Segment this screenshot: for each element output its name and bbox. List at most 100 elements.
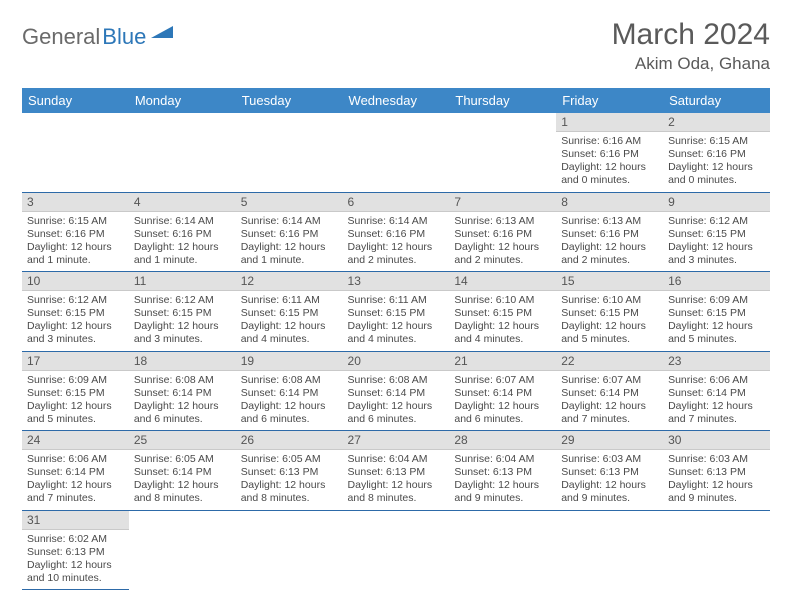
day-number: 14 [449,272,556,291]
day-number: 17 [22,352,129,371]
calendar-cell: 27Sunrise: 6:04 AMSunset: 6:13 PMDayligh… [343,431,450,511]
calendar-cell [449,113,556,192]
calendar-cell [556,510,663,590]
calendar-cell: 31Sunrise: 6:02 AMSunset: 6:13 PMDayligh… [22,510,129,590]
calendar-cell [22,113,129,192]
day-content: Sunrise: 6:06 AMSunset: 6:14 PMDaylight:… [22,450,129,510]
day-of-week-row: Sunday Monday Tuesday Wednesday Thursday… [22,88,770,113]
calendar-week-row: 17Sunrise: 6:09 AMSunset: 6:15 PMDayligh… [22,351,770,431]
day-number: 20 [343,352,450,371]
calendar-cell: 29Sunrise: 6:03 AMSunset: 6:13 PMDayligh… [556,431,663,511]
day-content: Sunrise: 6:02 AMSunset: 6:13 PMDaylight:… [22,530,129,590]
dow-wednesday: Wednesday [343,88,450,113]
day-number: 4 [129,193,236,212]
day-number: 10 [22,272,129,291]
day-number: 16 [663,272,770,291]
day-content: Sunrise: 6:03 AMSunset: 6:13 PMDaylight:… [556,450,663,510]
day-number: 22 [556,352,663,371]
day-content: Sunrise: 6:09 AMSunset: 6:15 PMDaylight:… [22,371,129,431]
calendar-cell: 10Sunrise: 6:12 AMSunset: 6:15 PMDayligh… [22,272,129,352]
day-content: Sunrise: 6:12 AMSunset: 6:15 PMDaylight:… [22,291,129,351]
day-content: Sunrise: 6:10 AMSunset: 6:15 PMDaylight:… [449,291,556,351]
calendar-cell: 16Sunrise: 6:09 AMSunset: 6:15 PMDayligh… [663,272,770,352]
calendar-cell: 30Sunrise: 6:03 AMSunset: 6:13 PMDayligh… [663,431,770,511]
day-content: Sunrise: 6:07 AMSunset: 6:14 PMDaylight:… [449,371,556,431]
day-number: 18 [129,352,236,371]
calendar-cell [236,113,343,192]
day-number: 24 [22,431,129,450]
day-number: 25 [129,431,236,450]
calendar-week-row: 31Sunrise: 6:02 AMSunset: 6:13 PMDayligh… [22,510,770,590]
day-number: 11 [129,272,236,291]
calendar-cell: 18Sunrise: 6:08 AMSunset: 6:14 PMDayligh… [129,351,236,431]
calendar-cell: 25Sunrise: 6:05 AMSunset: 6:14 PMDayligh… [129,431,236,511]
day-content: Sunrise: 6:04 AMSunset: 6:13 PMDaylight:… [449,450,556,510]
day-content: Sunrise: 6:08 AMSunset: 6:14 PMDaylight:… [236,371,343,431]
calendar-cell: 6Sunrise: 6:14 AMSunset: 6:16 PMDaylight… [343,192,450,272]
day-content: Sunrise: 6:04 AMSunset: 6:13 PMDaylight:… [343,450,450,510]
calendar-cell: 15Sunrise: 6:10 AMSunset: 6:15 PMDayligh… [556,272,663,352]
calendar-table: Sunday Monday Tuesday Wednesday Thursday… [22,88,770,590]
day-content: Sunrise: 6:13 AMSunset: 6:16 PMDaylight:… [556,212,663,272]
day-content: Sunrise: 6:15 AMSunset: 6:16 PMDaylight:… [22,212,129,272]
calendar-cell: 5Sunrise: 6:14 AMSunset: 6:16 PMDaylight… [236,192,343,272]
dow-tuesday: Tuesday [236,88,343,113]
day-content: Sunrise: 6:10 AMSunset: 6:15 PMDaylight:… [556,291,663,351]
day-content: Sunrise: 6:16 AMSunset: 6:16 PMDaylight:… [556,132,663,192]
day-content: Sunrise: 6:05 AMSunset: 6:14 PMDaylight:… [129,450,236,510]
calendar-cell: 17Sunrise: 6:09 AMSunset: 6:15 PMDayligh… [22,351,129,431]
calendar-cell: 28Sunrise: 6:04 AMSunset: 6:13 PMDayligh… [449,431,556,511]
day-content: Sunrise: 6:12 AMSunset: 6:15 PMDaylight:… [129,291,236,351]
day-number: 23 [663,352,770,371]
day-content: Sunrise: 6:11 AMSunset: 6:15 PMDaylight:… [236,291,343,351]
dow-monday: Monday [129,88,236,113]
calendar-cell: 12Sunrise: 6:11 AMSunset: 6:15 PMDayligh… [236,272,343,352]
calendar-cell [343,113,450,192]
calendar-body: 1Sunrise: 6:16 AMSunset: 6:16 PMDaylight… [22,113,770,590]
calendar-cell: 3Sunrise: 6:15 AMSunset: 6:16 PMDaylight… [22,192,129,272]
calendar-cell [343,510,450,590]
calendar-week-row: 24Sunrise: 6:06 AMSunset: 6:14 PMDayligh… [22,431,770,511]
logo-text-general: General [22,24,100,50]
dow-sunday: Sunday [22,88,129,113]
day-number: 29 [556,431,663,450]
day-number: 31 [22,511,129,530]
day-number: 27 [343,431,450,450]
day-content: Sunrise: 6:03 AMSunset: 6:13 PMDaylight:… [663,450,770,510]
logo: General Blue [22,24,173,50]
calendar-cell: 11Sunrise: 6:12 AMSunset: 6:15 PMDayligh… [129,272,236,352]
dow-friday: Friday [556,88,663,113]
calendar-cell: 20Sunrise: 6:08 AMSunset: 6:14 PMDayligh… [343,351,450,431]
day-number: 26 [236,431,343,450]
calendar-cell: 22Sunrise: 6:07 AMSunset: 6:14 PMDayligh… [556,351,663,431]
day-number: 21 [449,352,556,371]
day-number: 5 [236,193,343,212]
day-content: Sunrise: 6:12 AMSunset: 6:15 PMDaylight:… [663,212,770,272]
day-content: Sunrise: 6:13 AMSunset: 6:16 PMDaylight:… [449,212,556,272]
day-content: Sunrise: 6:09 AMSunset: 6:15 PMDaylight:… [663,291,770,351]
day-number: 3 [22,193,129,212]
day-number: 28 [449,431,556,450]
dow-saturday: Saturday [663,88,770,113]
day-content: Sunrise: 6:07 AMSunset: 6:14 PMDaylight:… [556,371,663,431]
day-number: 13 [343,272,450,291]
day-number: 1 [556,113,663,132]
calendar-cell [449,510,556,590]
calendar-week-row: 3Sunrise: 6:15 AMSunset: 6:16 PMDaylight… [22,192,770,272]
calendar-cell: 23Sunrise: 6:06 AMSunset: 6:14 PMDayligh… [663,351,770,431]
calendar-cell [129,113,236,192]
calendar-cell: 13Sunrise: 6:11 AMSunset: 6:15 PMDayligh… [343,272,450,352]
day-number: 2 [663,113,770,132]
day-number: 19 [236,352,343,371]
day-content: Sunrise: 6:11 AMSunset: 6:15 PMDaylight:… [343,291,450,351]
calendar-week-row: 1Sunrise: 6:16 AMSunset: 6:16 PMDaylight… [22,113,770,192]
day-content: Sunrise: 6:14 AMSunset: 6:16 PMDaylight:… [129,212,236,272]
calendar-cell [129,510,236,590]
calendar-cell: 2Sunrise: 6:15 AMSunset: 6:16 PMDaylight… [663,113,770,192]
calendar-cell: 21Sunrise: 6:07 AMSunset: 6:14 PMDayligh… [449,351,556,431]
day-number: 6 [343,193,450,212]
day-number: 9 [663,193,770,212]
calendar-week-row: 10Sunrise: 6:12 AMSunset: 6:15 PMDayligh… [22,272,770,352]
dow-thursday: Thursday [449,88,556,113]
day-content: Sunrise: 6:14 AMSunset: 6:16 PMDaylight:… [236,212,343,272]
